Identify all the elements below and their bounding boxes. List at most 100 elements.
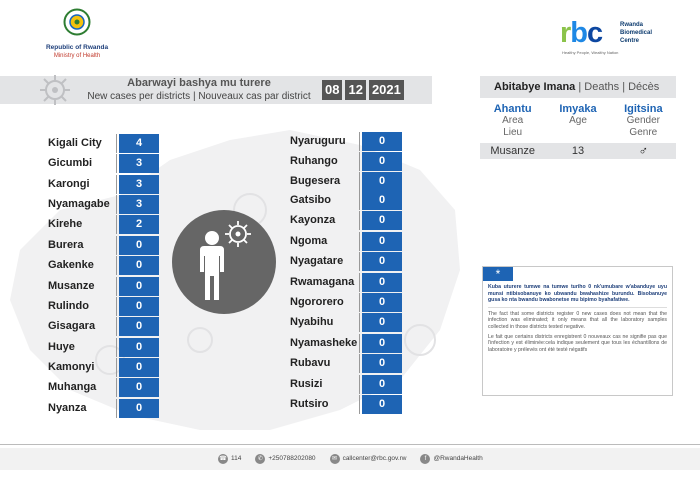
district-name: Nyagatare [290,255,344,267]
footer-email[interactable]: callcenter@rbc.gov.rw [342,455,407,462]
note-divider [488,306,667,308]
district-count: 0 [119,399,159,418]
district-row: Gisagara 0 [48,317,159,336]
district-count: 2 [119,215,159,234]
district-row: Nyamasheke 0 [290,334,402,353]
district-count: 0 [362,334,402,353]
rbc-name: Rwanda Biomedical Centre [620,22,653,44]
district-name: Bugesera [290,175,341,187]
person-with-virus-icon [200,221,251,300]
gov-line1: Republic of Rwanda [45,44,109,51]
rbc-logo: rbc Rwanda Biomedical Centre Healthy Peo… [560,18,670,58]
footer-divider [0,444,700,445]
district-name: Muhanga [48,381,97,393]
district-count: 0 [362,354,402,373]
email-icon: ✉ [329,454,340,464]
deaths-col-gender: Igitsina Gender Genre [624,103,663,138]
district-count: 0 [119,297,159,316]
district-count: 3 [119,175,159,194]
deaths-column-headers: Ahantu Area Lieu Imyaka Age Igitsina Gen… [480,103,676,139]
district-count: 0 [362,191,402,210]
report-date: 08 12 2021 [322,80,404,100]
district-count: 0 [362,395,402,414]
rwanda-government-logo: Republic of Rwanda Ministry of Health [38,8,116,60]
district-row: Nyagatare 0 [290,252,402,271]
social-icons: f [420,454,431,464]
district-count: 0 [119,236,159,255]
district-name: Gatsibo [290,194,331,206]
footer-phone: +250788202080 [268,455,316,462]
district-name: Rwamagana [290,276,355,288]
district-row: Rubavu 0 [290,354,402,373]
district-name: Rutsiro [290,398,329,410]
district-name: Kayonza [290,214,336,226]
district-name: Nyamagabe [48,198,110,210]
district-name: Rusizi [290,378,323,390]
district-row: Rusizi 0 [290,375,402,394]
district-row: Ngoma 0 [290,232,402,251]
district-row: Rutsiro 0 [290,395,402,414]
deaths-panel: Abitabye Imana | Deaths | Décès Ahantu A… [480,76,676,159]
district-count: 0 [362,211,402,230]
note-kinyarwanda: Kuba uturere tumwe na tumwe turiho 0 nk'… [488,284,667,304]
rbc-tagline: Healthy People, Wealthy Nation [562,50,619,55]
district-row: Ngororero 0 [290,293,402,312]
district-row: Kirehe 2 [48,215,159,234]
phone-icon: ☎ [218,454,228,464]
district-row: Kayonza 0 [290,211,402,230]
district-row: Karongi 3 [48,175,159,194]
district-count: 0 [362,293,402,312]
district-count: 0 [119,338,159,357]
district-row: Nyanza 0 [48,399,159,418]
district-row: Kigali City 4 [48,134,159,153]
district-row: Kamonyi 0 [48,358,159,377]
district-name: Gakenke [48,259,94,271]
district-row: Rulindo 0 [48,297,159,316]
district-row: Nyaruguru 0 [290,132,402,151]
district-name: Ruhango [290,155,338,167]
district-name: Gicumbi [48,157,93,169]
district-name: Nyabihu [290,316,334,328]
deaths-header: Abitabye Imana | Deaths | Décès [480,76,676,98]
district-count: 0 [119,256,159,275]
footer-hotline: 114 [231,455,242,462]
district-name: Musanze [48,280,95,292]
district-name: Nyamasheke [290,337,358,349]
district-row: Ruhango 0 [290,152,402,171]
deaths-col-age: Imyaka Age [559,103,597,126]
district-name: Nyaruguru [290,135,346,147]
district-count: 3 [119,154,159,173]
district-name: Rubavu [290,357,331,369]
date-year: 2021 [368,80,404,100]
page-title: Abarwayi bashya mu turere New cases per … [84,77,314,103]
district-count: 0 [362,273,402,292]
gov-line2: Ministry of Health [53,53,101,59]
death-area: Musanze [490,145,535,157]
district-row: Gakenke 0 [48,256,159,275]
district-row: Gatsibo 0 [290,191,402,210]
district-name: Burera [48,239,84,251]
deaths-row: Musanze 13 ♂ [480,143,676,159]
district-count: 0 [362,232,402,251]
district-count: 0 [119,277,159,296]
district-name: Nyanza [48,402,87,414]
district-row: Rwamagana 0 [290,273,402,292]
district-row: Bugesera 0 [290,172,402,191]
male-icon: ♂ [638,143,649,158]
district-count: 0 [362,132,402,151]
district-name: Kigali City [48,137,102,149]
date-month: 12 [345,80,366,100]
death-age: 13 [571,145,585,157]
zero-cases-note: * Kuba uturere tumwe na tumwe turiho 0 n… [482,266,673,396]
district-row: Nyabihu 0 [290,313,402,332]
district-row: Musanze 0 [48,277,159,296]
district-row: Burera 0 [48,236,159,255]
title-kinyarwanda: Abarwayi bashya mu turere [127,77,271,89]
district-name: Ngororero [290,296,344,308]
footer-social[interactable]: @RwandaHealth [433,455,483,462]
asterisk-icon: * [483,267,513,281]
date-day: 08 [322,80,343,100]
district-count: 4 [119,134,159,153]
district-name: Karongi [48,178,90,190]
note-english: The fact that some districts register 0 … [488,310,667,330]
